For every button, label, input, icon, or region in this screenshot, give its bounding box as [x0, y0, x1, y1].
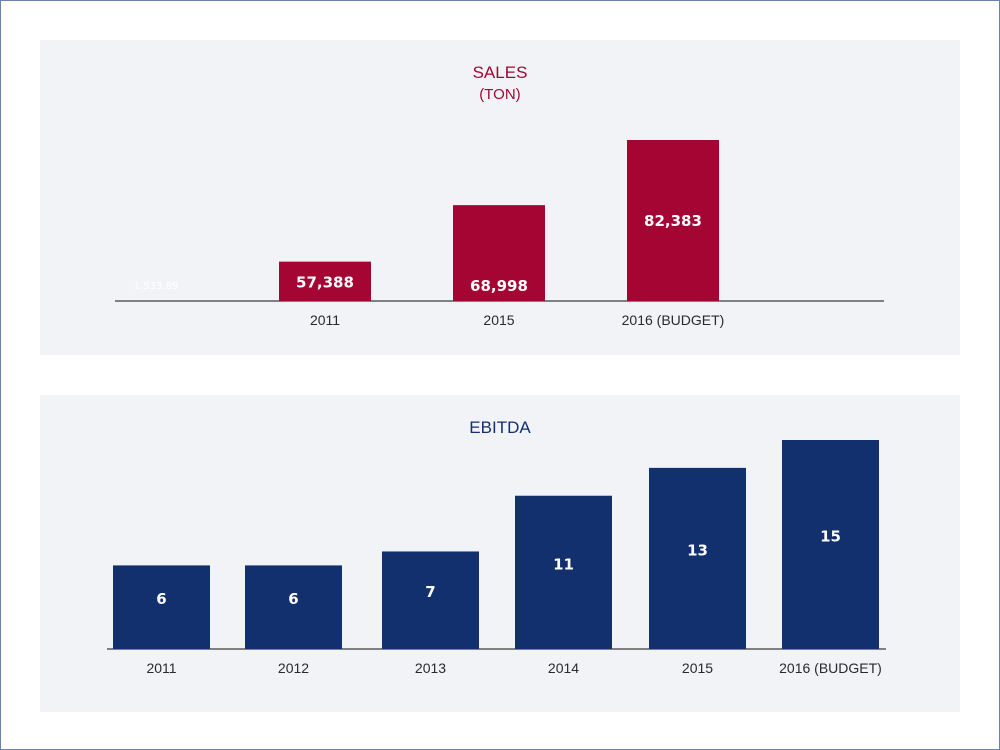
sales-tick-label: 2015 — [483, 312, 514, 328]
ebitda-data-label: 7 — [425, 583, 435, 601]
ebitda-chart-plot: 6 2011 6 2012 7 2013 11 2014 13 2015 15 2016 (BUDGE… — [107, 440, 886, 676]
ebitda-tick-label: 2013 — [415, 660, 446, 676]
sales-bar-2015 — [453, 205, 545, 301]
ebitda-data-label: 13 — [687, 541, 708, 559]
sales-chart-plot: 1,533.89 57,388 2011 68,998 2015 82,383 2016 (… — [115, 140, 884, 328]
ebitda-tick-label: 2016 (BUDGET) — [779, 660, 882, 676]
ebitda-bar-2013 — [382, 551, 479, 649]
ebitda-bar-2016 (BUDGET) — [782, 440, 879, 649]
sales-tick-label: 2016 (BUDGET) — [622, 312, 725, 328]
sales-bar-2016 (BUDGET) — [627, 140, 719, 301]
ebitda-chart-panel: EBITDA 6 2011 6 2012 7 2013 11 2014 13 2015 15 2016… — [40, 395, 960, 712]
ebitda-bar-2014 — [515, 495, 612, 649]
sales-bar-2011 — [279, 261, 371, 301]
sales-data-label: 68,998 — [470, 277, 528, 295]
ebitda-data-label: 15 — [820, 528, 841, 546]
ebitda-tick-label: 2015 — [682, 660, 713, 676]
sales-chart-title: SALES — [472, 63, 528, 82]
ebitda-data-label: 6 — [288, 590, 298, 608]
sales-data-label: 1,533.89 — [134, 281, 179, 292]
ebitda-tick-label: 2011 — [146, 660, 176, 676]
sales-data-label: 57,388 — [296, 273, 354, 291]
ebitda-tick-label: 2014 — [548, 660, 579, 676]
ebitda-bar-2012 — [245, 565, 342, 649]
sales-chart-subtitle: (TON) — [479, 86, 521, 103]
sales-data-label: 82,383 — [644, 212, 702, 230]
ebitda-chart-title: EBITDA — [469, 418, 531, 437]
sales-chart-panel: SALES (TON) 1,533.89 57,388 2011 68,998 2015… — [40, 40, 960, 355]
ebitda-bar-2011 — [113, 565, 210, 649]
ebitda-data-label: 6 — [156, 590, 166, 608]
ebitda-data-label: 11 — [553, 555, 574, 573]
sales-tick-label: 2011 — [310, 312, 340, 328]
ebitda-bar-2015 — [649, 467, 746, 649]
ebitda-tick-label: 2012 — [278, 660, 309, 676]
